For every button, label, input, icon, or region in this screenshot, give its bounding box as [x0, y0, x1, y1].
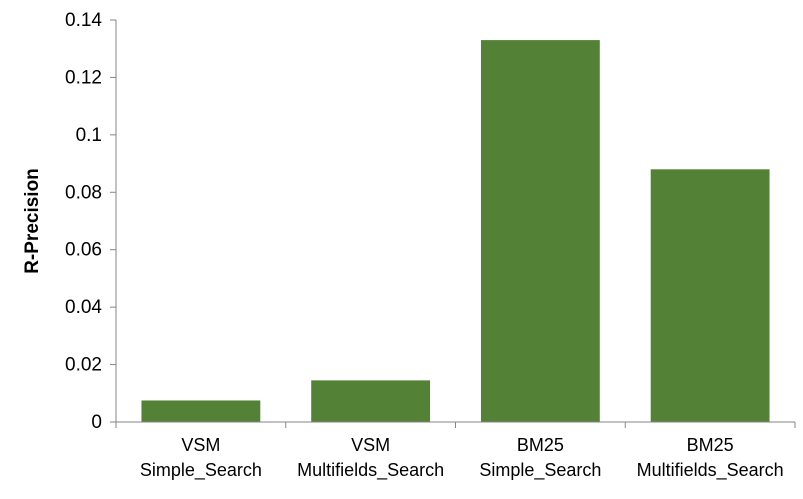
bar: [311, 380, 431, 422]
y-tick-label: 0.08: [65, 182, 102, 203]
x-category-label: BM25: [517, 435, 564, 455]
x-category-label: Simple_Search: [140, 460, 262, 481]
y-tick-label: 0.06: [65, 240, 102, 261]
x-category-label: VSM: [181, 435, 220, 455]
y-tick-label: 0.04: [65, 297, 102, 318]
y-axis-ticks: 0 0.02 0.04 0.06 0.08 0.1 0.12 0.14: [65, 10, 116, 433]
bars-layer: [141, 40, 770, 422]
x-category-label: VSM: [351, 435, 390, 455]
x-category-label: Simple_Search: [479, 460, 601, 481]
y-tick-label: 0.14: [65, 10, 102, 31]
x-category-label: BM25: [687, 435, 734, 455]
y-tick-label: 0.12: [65, 67, 102, 88]
y-tick-label: 0.1: [76, 125, 102, 146]
y-tick-label: 0: [91, 412, 102, 433]
bar: [480, 40, 600, 422]
bar: [141, 400, 261, 422]
x-category-label: Multifields_Search: [637, 460, 784, 481]
bar: [650, 169, 770, 422]
y-tick-label: 0.02: [65, 355, 102, 376]
y-axis-title: R-Precision: [22, 168, 43, 274]
x-axis-categories: VSM Simple_Search VSM Multifields_Search BM2…: [115, 422, 796, 481]
x-category-label: Multifields_Search: [297, 460, 444, 481]
